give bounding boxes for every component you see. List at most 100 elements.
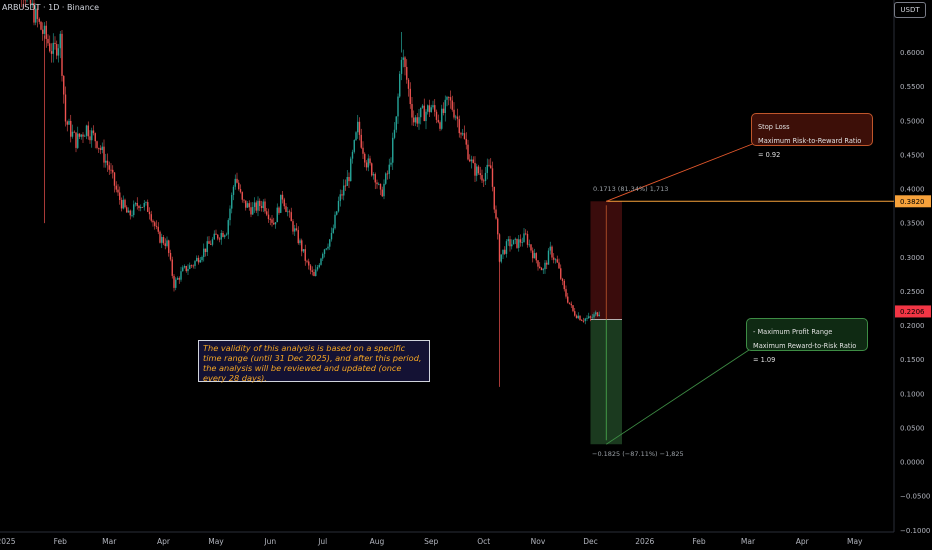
candle-body: [157, 226, 159, 232]
candle-body: [551, 246, 553, 258]
candle-body: [320, 258, 322, 265]
candle-body: [253, 202, 256, 207]
candle-body: [302, 249, 305, 252]
price-tick-label: 0.3500: [900, 220, 925, 228]
candle-body: [183, 266, 186, 268]
candle-body: [84, 135, 86, 137]
candle-body: [246, 203, 249, 208]
stop-loss-ratio: Maximum Risk-to-Reward Ratio = 0.92: [758, 137, 862, 159]
candle-body: [318, 264, 320, 268]
candle-body: [281, 194, 284, 200]
candle-body: [493, 186, 495, 210]
time-tick-label: Jul: [317, 537, 327, 546]
last-price-tag-text: 0.2206: [900, 308, 925, 316]
stop-callout-connector: [606, 142, 756, 202]
candle-body: [50, 51, 53, 54]
candle-body: [113, 172, 116, 186]
candle-body: [285, 206, 287, 212]
candle-body: [120, 199, 123, 209]
candle-body: [533, 253, 536, 259]
candle-body: [404, 57, 406, 67]
candle-body: [309, 265, 312, 271]
candle-body: [360, 134, 362, 148]
candle-body: [418, 117, 420, 124]
time-tick-label: Dec: [583, 537, 598, 546]
candle-body: [43, 25, 46, 34]
candle-body: [103, 146, 105, 163]
candle-body: [239, 189, 242, 193]
candle-body: [458, 119, 460, 134]
candle-body: [182, 267, 184, 272]
candle-body: [306, 260, 308, 262]
candle-body: [329, 239, 331, 247]
time-tick-label: Feb: [692, 537, 706, 546]
candle-body: [596, 312, 599, 317]
candle-body: [297, 230, 299, 244]
candle-body: [194, 261, 196, 266]
candle-body: [365, 162, 368, 168]
currency-button[interactable]: USDT: [894, 2, 926, 18]
candle-body: [439, 122, 441, 129]
candle-body: [544, 262, 546, 270]
profit-title: - Maximum Profit Range: [753, 328, 833, 336]
candle-body: [430, 107, 432, 113]
candle-body: [497, 218, 499, 235]
price-tick-label: 0.2500: [900, 288, 925, 296]
candle-body: [327, 246, 329, 249]
candle-body: [341, 194, 343, 196]
candle-body: [248, 203, 250, 208]
stop-price-tag: [895, 195, 931, 208]
candle-body: [330, 232, 333, 240]
candle-body: [474, 162, 476, 176]
candle-body: [581, 320, 583, 321]
candle-body: [577, 315, 579, 319]
candle-body: [231, 194, 233, 209]
candle-body: [213, 233, 215, 240]
candle-body: [409, 88, 411, 105]
candle-body: [456, 116, 459, 120]
candle-body: [432, 105, 434, 108]
candle-body: [234, 178, 236, 187]
candle-body: [80, 134, 82, 137]
candle-body: [255, 202, 257, 211]
candle-body: [119, 192, 121, 200]
candle-body: [288, 211, 291, 213]
candle-body: [278, 207, 280, 213]
candle-body: [561, 278, 564, 281]
candle-body: [127, 210, 130, 213]
candle-body: [560, 268, 562, 279]
candle-body: [75, 132, 77, 148]
candle-body: [523, 233, 525, 243]
candle-body: [339, 194, 341, 201]
candle-body: [215, 233, 217, 235]
candle-body: [299, 240, 301, 244]
candle-body: [397, 96, 399, 117]
candle-body: [243, 199, 245, 201]
candle-body: [441, 108, 443, 129]
candle-body: [385, 173, 387, 184]
symbol-label: ARBUSDT · 1D · Binance: [2, 3, 100, 12]
candle-body: [94, 133, 96, 142]
candle-body: [40, 21, 42, 30]
candle-body: [376, 182, 378, 185]
candle-body: [38, 18, 40, 22]
candle-body: [570, 303, 572, 306]
candle-body: [502, 249, 504, 255]
price-tick-label: 0.1500: [900, 356, 925, 364]
candle-body: [189, 265, 191, 269]
candle-body: [47, 38, 49, 44]
candle-body: [42, 29, 44, 34]
candle-body: [70, 120, 72, 137]
candle-body: [381, 189, 383, 197]
candle-body: [455, 116, 457, 118]
time-tick-label: Feb: [54, 537, 68, 546]
candle-body: [463, 133, 466, 139]
time-tick-label: Apr: [796, 537, 810, 546]
candle-body: [462, 133, 464, 135]
price-tick-label: 0.4000: [900, 186, 925, 194]
candle-body: [504, 249, 506, 254]
candle-body: [217, 234, 219, 239]
candle-body: [267, 214, 270, 220]
candle-body: [399, 73, 401, 97]
